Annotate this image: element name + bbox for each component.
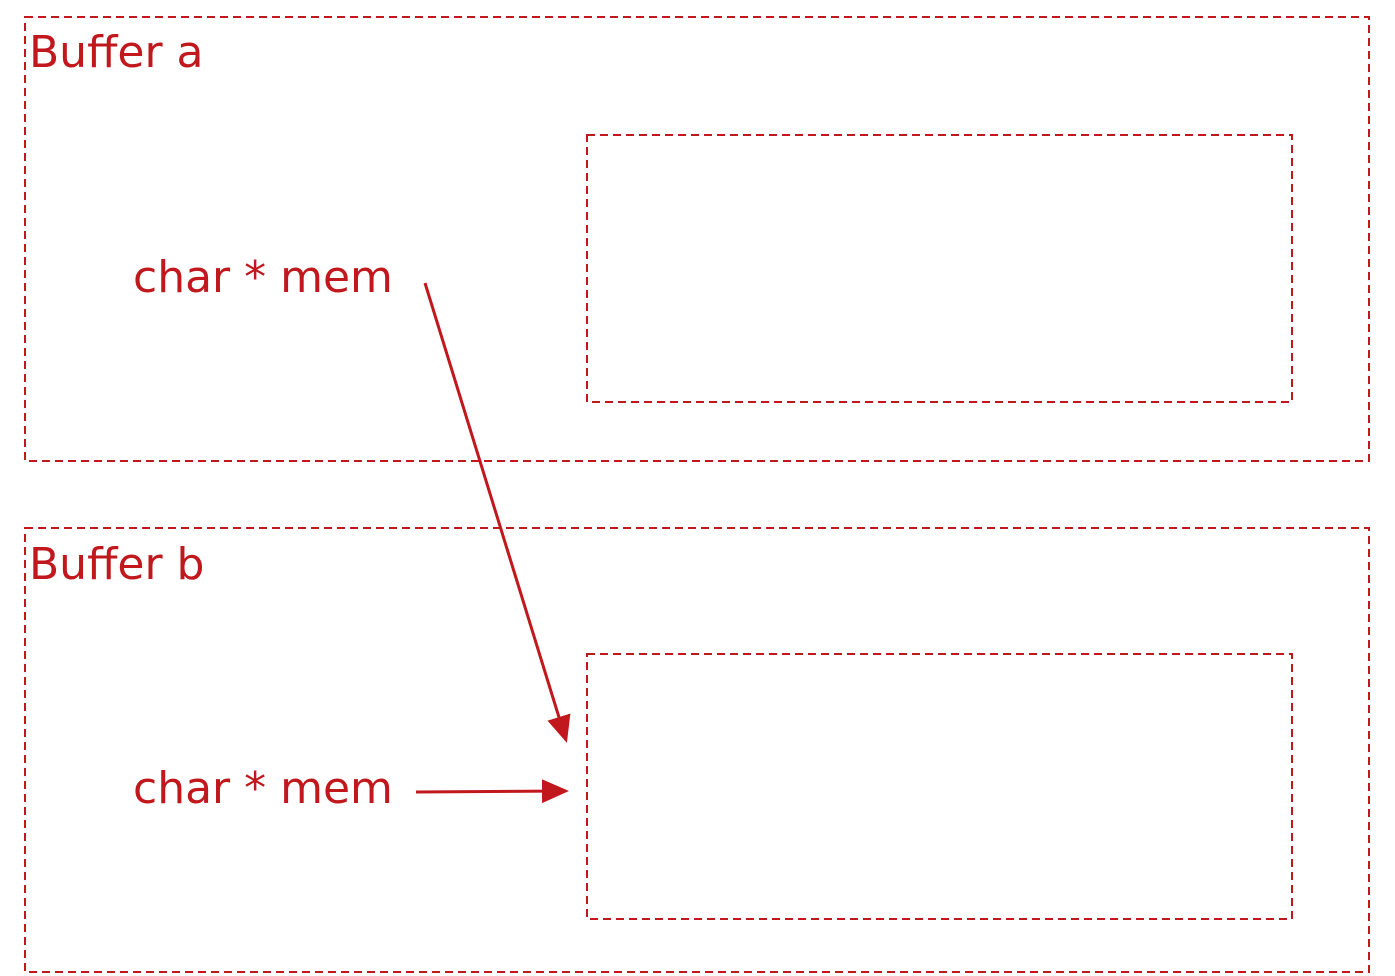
buffer-a-pointer-label: char * mem [133, 252, 393, 303]
buffer-b-pointer-label: char * mem [133, 763, 393, 814]
buffer-b-memory-block [586, 653, 1293, 920]
buffer-b-pointer-arrow [415, 779, 569, 804]
buffer-b-title: Buffer b [29, 539, 205, 590]
buffer-a-memory-block [586, 134, 1293, 403]
buffer-a-title: Buffer a [29, 27, 204, 78]
buffer-a-pointer-arrow [423, 282, 571, 743]
buffer-b-container [24, 527, 1370, 973]
buffer-a-container [24, 16, 1370, 462]
